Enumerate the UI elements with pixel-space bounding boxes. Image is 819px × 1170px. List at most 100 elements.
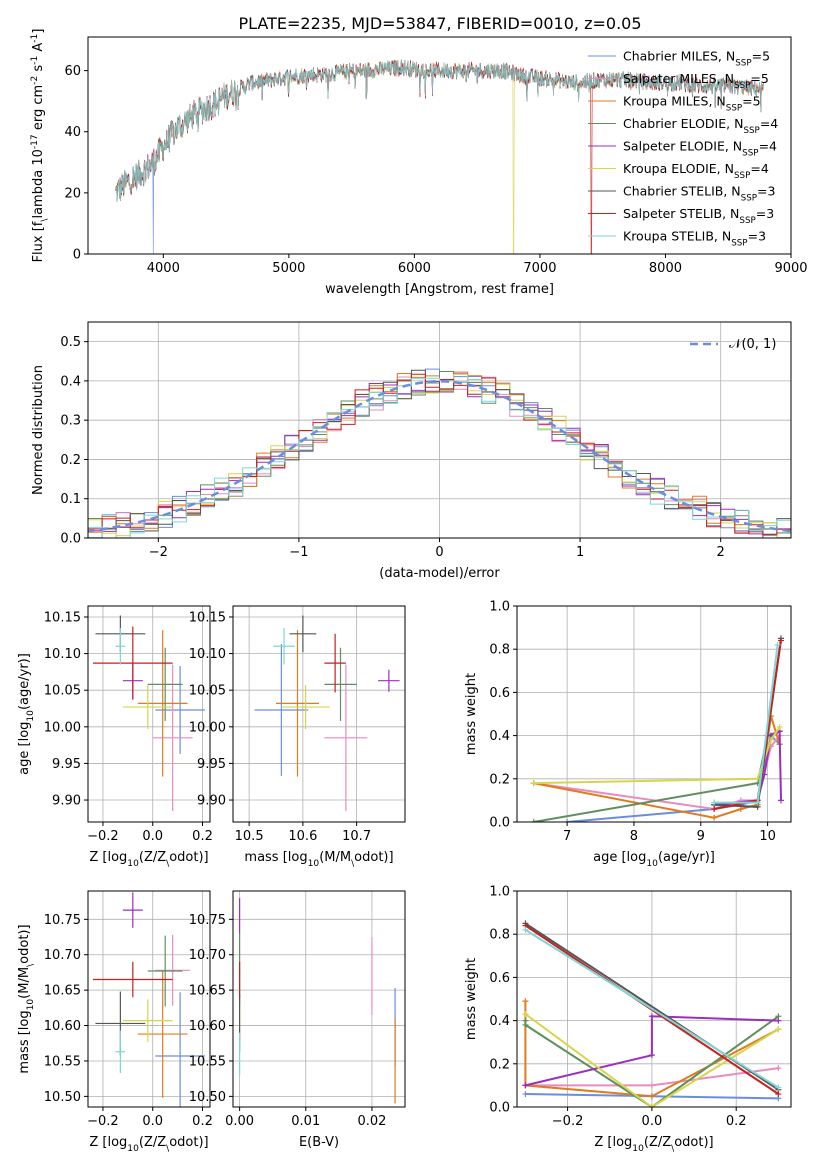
weight-marker <box>754 775 761 782</box>
axes-age-vs-Z: −0.2 0.0 0.2 9.90 9.95 10.00 10.05 10.10 10.15 Z … <box>17 605 213 869</box>
x-axis-label: Z [log10(Z/Z\odot)] <box>89 850 208 869</box>
x-tick-label: 0.0 <box>142 829 163 844</box>
y-tick-label: 0.8 <box>489 643 510 658</box>
y-tick-label: 0.0 <box>489 816 510 831</box>
y-tick-label: 0.0 <box>489 1101 510 1116</box>
weight-marker <box>777 797 784 804</box>
y-axis-label: Flux [f\lambda 10-17 erg cm-2 s-1 A-1] <box>30 29 50 263</box>
x-tick-label: 0.2 <box>192 1114 213 1129</box>
legend-entry: Chabrier STELIB, NSSP=3 <box>623 184 775 204</box>
legend-entry: Kroupa MILES, NSSP=5 <box>623 94 761 114</box>
y-tick-label: 0.2 <box>489 1057 510 1072</box>
spectrum-line-salpeter-stelib <box>115 60 764 254</box>
x-axis-label: wavelength [Angstrom, rest frame] <box>325 282 554 297</box>
x-axis-label: age [log10(age/yr)] <box>593 850 715 869</box>
legend-entry: Chabrier MILES, NSSP=5 <box>623 49 770 69</box>
weight-marker <box>774 641 781 648</box>
weight-marker <box>530 819 537 822</box>
y-tick-label: 9.90 <box>197 794 226 809</box>
y-tick-label: 0.3 <box>60 414 81 429</box>
y-tick-label: 10.75 <box>44 913 81 928</box>
weight-line-7 <box>713 640 782 810</box>
x-tick-label: 0.02 <box>357 1114 386 1129</box>
y-axis-label: mass [log10(M/M\odot)] <box>17 924 36 1073</box>
legend-entry: Salpeter ELODIE, NSSP=4 <box>623 139 777 159</box>
weight-line-8 <box>524 929 779 1089</box>
x-tick-label: −0.2 <box>552 1114 584 1129</box>
x-tick-label: 5000 <box>272 261 305 276</box>
y-tick-label: 20 <box>64 186 81 201</box>
x-tick-label: 7000 <box>523 261 556 276</box>
spectrum-line-kroupa-stelib <box>115 60 764 203</box>
y-tick-label: 0.4 <box>60 374 81 389</box>
histogram-series-6 <box>88 369 791 538</box>
legend-entry: Kroupa STELIB, NSSP=3 <box>623 229 766 249</box>
y-tick-label: 0 <box>73 248 81 263</box>
weight-line-1 <box>533 734 781 811</box>
plot-area <box>92 615 206 812</box>
y-tick-label: 10.75 <box>189 913 226 928</box>
x-tick-label: 10 <box>759 829 776 844</box>
weight-marker <box>775 1065 782 1072</box>
y-tick-label: 10.55 <box>44 1054 81 1069</box>
y-tick-label: 0.1 <box>60 492 81 507</box>
x-tick-label: 0.0 <box>642 1114 663 1129</box>
weight-marker <box>775 1026 782 1033</box>
x-axis-label: Z [log10(Z/Z\odot)] <box>594 1135 713 1154</box>
weight-marker <box>522 1011 529 1018</box>
axes-frame <box>232 605 406 823</box>
weight-marker <box>648 1013 655 1020</box>
weight-marker <box>648 1082 655 1089</box>
weight-marker <box>767 736 774 743</box>
plot-area <box>88 368 791 538</box>
x-tick-label: 10.6 <box>288 829 317 844</box>
y-axis-label: Normed distribution <box>31 365 46 495</box>
x-tick-label: −1 <box>289 545 308 560</box>
plot-area <box>254 615 400 812</box>
plot-area <box>530 635 784 822</box>
y-tick-label: 1.0 <box>489 600 510 615</box>
y-tick-label: 0.0 <box>60 532 81 547</box>
weight-marker <box>522 926 529 933</box>
y-axis-label: age [log10(age/yr)] <box>17 653 36 775</box>
x-tick-label: 8000 <box>649 261 682 276</box>
y-tick-label: 1.0 <box>489 885 510 900</box>
x-tick-label: 0 <box>435 545 443 560</box>
legend-entry: Salpeter STELIB, NSSP=3 <box>623 206 774 226</box>
y-tick-label: 10.50 <box>189 1090 226 1105</box>
y-tick-label: 10.65 <box>44 984 81 999</box>
y-tick-label: 60 <box>64 64 81 79</box>
y-tick-label: 10.15 <box>44 610 81 625</box>
y-tick-label: 40 <box>64 125 81 140</box>
axes-weight-vs-age: 7 8 9 10 0.0 0.2 0.4 0.6 0.8 1.0 age [log10(age/yr… <box>464 600 792 869</box>
x-tick-label: 4000 <box>147 261 180 276</box>
y-tick-label: 0.2 <box>489 772 510 787</box>
weight-line-4 <box>525 1015 779 1087</box>
weight-marker <box>522 1021 529 1028</box>
y-tick-label: 10.65 <box>189 984 226 999</box>
axes-spectrum: 4000 5000 6000 7000 8000 9000 0 20 40 60 wavelengt… <box>30 29 808 297</box>
x-tick-label: −2 <box>149 545 168 560</box>
x-tick-label: 0.2 <box>726 1114 747 1129</box>
spectrum-line-kroupa-elodie <box>115 59 764 254</box>
x-axis-label: mass [log10(M/M\odot)] <box>244 850 393 869</box>
axes-mass-vs-EBV: 0.00 0.01 0.02 10.50 10.55 10.60 10.65 10.70 10.… <box>189 890 406 1150</box>
plot-area <box>92 892 206 1107</box>
weight-marker <box>711 814 718 821</box>
x-tick-label: 0.00 <box>225 1114 254 1129</box>
axes-frame <box>232 890 406 1108</box>
x-tick-label: 6000 <box>398 261 431 276</box>
weight-marker <box>648 1104 655 1107</box>
weight-marker <box>775 1091 782 1098</box>
y-tick-label: 0.5 <box>60 335 81 350</box>
x-tick-label: 2 <box>717 545 725 560</box>
axes-residuals: −2 −1 0 1 2 0.0 0.1 0.2 0.3 0.4 0.5 (data-model)/er… <box>31 321 792 581</box>
y-tick-label: 10.15 <box>189 610 226 625</box>
y-axis-label: mass weight <box>464 958 479 1040</box>
y-tick-label: 10.10 <box>44 647 81 662</box>
y-tick-label: 9.95 <box>52 757 81 772</box>
y-tick-label: 10.00 <box>189 720 226 735</box>
y-tick-label: 10.60 <box>44 1019 81 1034</box>
weight-marker <box>711 806 718 813</box>
spectrum-line-chabrier-miles <box>115 59 764 254</box>
